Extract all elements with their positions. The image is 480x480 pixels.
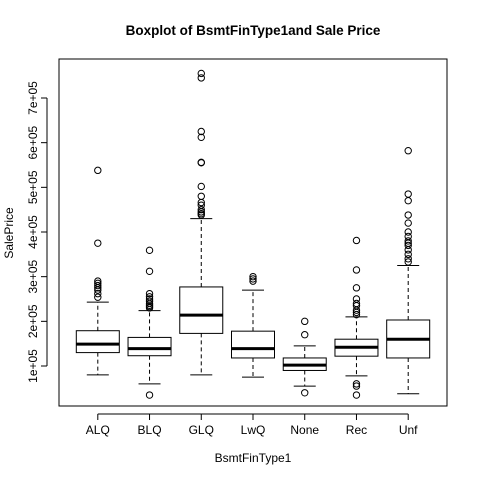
y-tick-label: 5e+05 (26, 170, 40, 204)
outlier-point (249, 275, 257, 283)
outlier-point (404, 258, 412, 266)
y-tick-label: 1e+05 (26, 349, 40, 383)
y-tick-label: 4e+05 (26, 215, 40, 249)
outlier-point (197, 127, 205, 136)
outlier-point (352, 380, 361, 388)
outlier-point (145, 267, 154, 276)
outlier-point (94, 293, 102, 301)
outlier-point (352, 295, 361, 303)
x-tick-label: BLQ (138, 423, 162, 437)
outlier-point (94, 277, 102, 285)
outlier-point (94, 281, 102, 290)
outlier-point (94, 279, 102, 288)
outlier-point (145, 295, 154, 303)
plot-frame (58, 58, 448, 407)
box-unf (386, 147, 431, 395)
box-iqr (75, 330, 120, 354)
outlier-point (197, 69, 205, 78)
outlier-point (94, 239, 102, 247)
box-rec (334, 236, 379, 399)
chart-title: Boxplot of BsmtFinType1and Sale Price (126, 23, 381, 38)
outlier-point (404, 232, 412, 241)
x-tick-label: GLQ (189, 423, 214, 437)
outlier-point (352, 284, 361, 292)
x-tick-label: None (290, 423, 319, 437)
outlier-point (352, 266, 361, 274)
y-axis-label: SalePrice (2, 207, 16, 259)
outlier-point (404, 237, 412, 245)
outlier-point (94, 166, 102, 175)
y-tick-label: 7e+05 (26, 81, 40, 115)
box-lwq (231, 272, 275, 378)
outlier-point (404, 241, 412, 250)
x-tick-label: Unf (399, 423, 418, 437)
outlier-point (352, 382, 361, 390)
box-iqr (127, 336, 172, 357)
outlier-point (145, 246, 154, 255)
x-axis: ALQ BLQ GLQ LwQ None Rec Unf (86, 413, 418, 437)
outlier-point (301, 389, 309, 397)
x-axis-label: BsmtFinType1 (215, 451, 292, 465)
box-blq (127, 246, 172, 399)
y-axis: 1e+05 2e+05 3e+05 4e+05 5e+05 6e+05 7e+05 (26, 81, 48, 383)
outlier-point (352, 391, 361, 399)
outlier-point (404, 211, 412, 219)
outlier-point (404, 250, 412, 259)
outlier-point (404, 219, 412, 227)
box-none (282, 317, 327, 397)
x-tick-label: ALQ (86, 423, 110, 437)
outlier-point (301, 331, 309, 339)
x-tick-label: Rec (346, 423, 367, 437)
box-glq (179, 69, 224, 376)
outlier-point (249, 272, 257, 281)
outlier-point (145, 391, 154, 399)
outlier-point (197, 192, 205, 200)
outlier-point (404, 255, 412, 263)
y-tick-label: 2e+05 (26, 304, 40, 338)
outlier-point (404, 228, 412, 236)
outlier-point (197, 74, 205, 82)
outlier-point (301, 317, 309, 326)
outlier-point (94, 289, 102, 298)
x-tick-label: LwQ (241, 423, 266, 437)
outlier-point (197, 201, 205, 209)
outlier-point (145, 289, 154, 298)
box-iqr (231, 330, 275, 359)
outlier-point (352, 299, 361, 308)
outlier-point (352, 236, 361, 245)
outlier-point (352, 310, 361, 319)
outlier-point (404, 147, 412, 155)
box-alq (75, 166, 120, 376)
outlier-point (404, 190, 412, 198)
outlier-point (145, 297, 154, 305)
outlier-point (145, 293, 154, 301)
box-iqr (179, 286, 224, 334)
outlier-point (197, 158, 205, 167)
outlier-point (249, 277, 257, 285)
outlier-point (404, 197, 412, 205)
outlier-point (197, 182, 205, 191)
y-tick-label: 3e+05 (26, 259, 40, 293)
y-tick-label: 6e+05 (26, 125, 40, 159)
outlier-point (197, 205, 205, 214)
boxes-group (75, 69, 431, 399)
outlier-point (197, 133, 205, 142)
